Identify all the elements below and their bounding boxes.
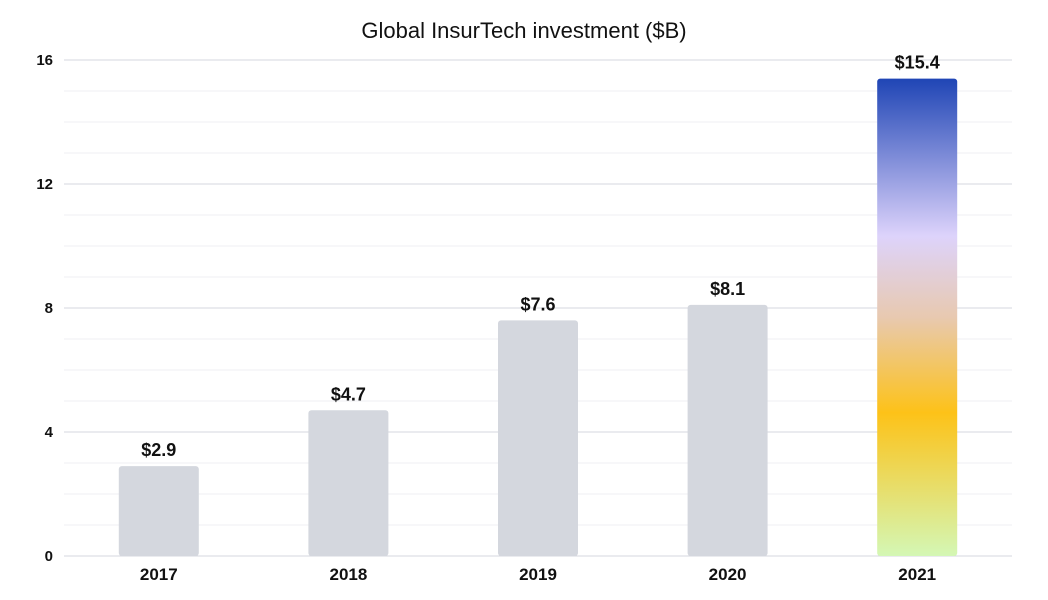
bar-2017 (118, 466, 199, 556)
y-axis: 0 4 8 12 16 (36, 52, 53, 565)
x-tick-label: 2019 (519, 565, 557, 584)
y-tick-label: 8 (45, 300, 53, 317)
data-label: $7.6 (520, 294, 555, 314)
x-tick-label: 2021 (898, 565, 936, 584)
x-tick-label: 2017 (140, 565, 178, 584)
bar-2021 (877, 78, 958, 556)
x-axis: 2017 2018 2019 2020 2021 (140, 565, 936, 584)
data-label: $4.7 (331, 384, 366, 404)
y-tick-label: 16 (36, 52, 53, 69)
data-label: $15.4 (895, 53, 940, 73)
x-tick-label: 2018 (329, 565, 367, 584)
chart-title: Global InsurTech investment ($B) (361, 18, 686, 43)
y-tick-label: 0 (45, 548, 53, 565)
bars: $2.9 $4.7 $7.6 $8.1 $15.4 (118, 53, 958, 556)
y-tick-label: 4 (45, 424, 54, 441)
bar-2020 (687, 304, 768, 556)
data-label: $8.1 (710, 279, 745, 299)
y-tick-label: 12 (36, 176, 53, 193)
bar-2018 (308, 410, 389, 556)
x-tick-label: 2020 (709, 565, 747, 584)
data-label: $2.9 (141, 440, 176, 460)
bar-2019 (498, 320, 578, 556)
